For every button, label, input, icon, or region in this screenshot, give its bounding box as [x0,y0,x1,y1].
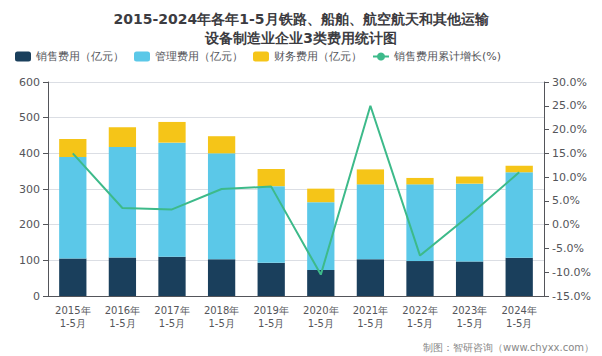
svg-text:制图：智研咨询（www.chyxx.com）: 制图：智研咨询（www.chyxx.com） [423,342,594,353]
svg-text:2015年: 2015年 [55,305,90,316]
svg-text:0.0%: 0.0% [552,218,580,231]
svg-text:1-5月: 1-5月 [109,318,135,329]
svg-text:400: 400 [19,147,40,160]
svg-text:25.0%: 25.0% [552,99,587,112]
svg-text:2023年: 2023年 [452,305,487,316]
svg-text:1-5月: 1-5月 [258,318,284,329]
svg-text:1-5月: 1-5月 [159,318,185,329]
svg-text:1-5月: 1-5月 [456,318,482,329]
svg-text:2021年: 2021年 [353,305,388,316]
svg-text:-10.0%: -10.0% [552,266,591,279]
svg-text:20.0%: 20.0% [552,123,587,136]
svg-text:10.0%: 10.0% [552,171,587,184]
svg-text:200: 200 [19,218,40,231]
svg-text:销售费用累计增长(%): 销售费用累计增长(%) [393,50,501,63]
svg-text:设备制造业企业3类费用统计图: 设备制造业企业3类费用统计图 [204,30,397,46]
svg-text:1-5月: 1-5月 [308,318,334,329]
svg-text:1-5月: 1-5月 [208,318,234,329]
svg-text:管理费用（亿元）: 管理费用（亿元） [155,50,243,63]
svg-text:财务费用（亿元）: 财务费用（亿元） [274,50,362,63]
svg-text:100: 100 [19,254,40,267]
svg-text:2019年: 2019年 [253,305,288,316]
svg-text:-5.0%: -5.0% [552,242,584,255]
svg-text:2015-2024年各年1-5月铁路、船舶、航空航天和其他运: 2015-2024年各年1-5月铁路、船舶、航空航天和其他运输 [113,11,489,27]
svg-text:-15.0%: -15.0% [552,290,591,303]
svg-text:500: 500 [19,111,40,124]
svg-text:5.0%: 5.0% [552,194,580,207]
svg-text:销售费用（亿元）: 销售费用（亿元） [35,50,124,63]
svg-text:2024年: 2024年 [501,305,536,316]
svg-text:2017年: 2017年 [154,305,189,316]
svg-text:1-5月: 1-5月 [60,318,86,329]
svg-text:15.0%: 15.0% [552,147,587,160]
svg-text:300: 300 [19,183,40,196]
svg-text:2018年: 2018年 [204,305,239,316]
svg-text:0: 0 [33,290,40,303]
svg-text:30.0%: 30.0% [552,76,587,89]
svg-text:2022年: 2022年 [402,305,437,316]
svg-text:1-5月: 1-5月 [357,318,383,329]
svg-text:1-5月: 1-5月 [506,318,532,329]
svg-text:1-5月: 1-5月 [407,318,433,329]
svg-text:2020年: 2020年 [303,305,338,316]
svg-text:600: 600 [19,76,40,89]
svg-text:2016年: 2016年 [105,305,140,316]
